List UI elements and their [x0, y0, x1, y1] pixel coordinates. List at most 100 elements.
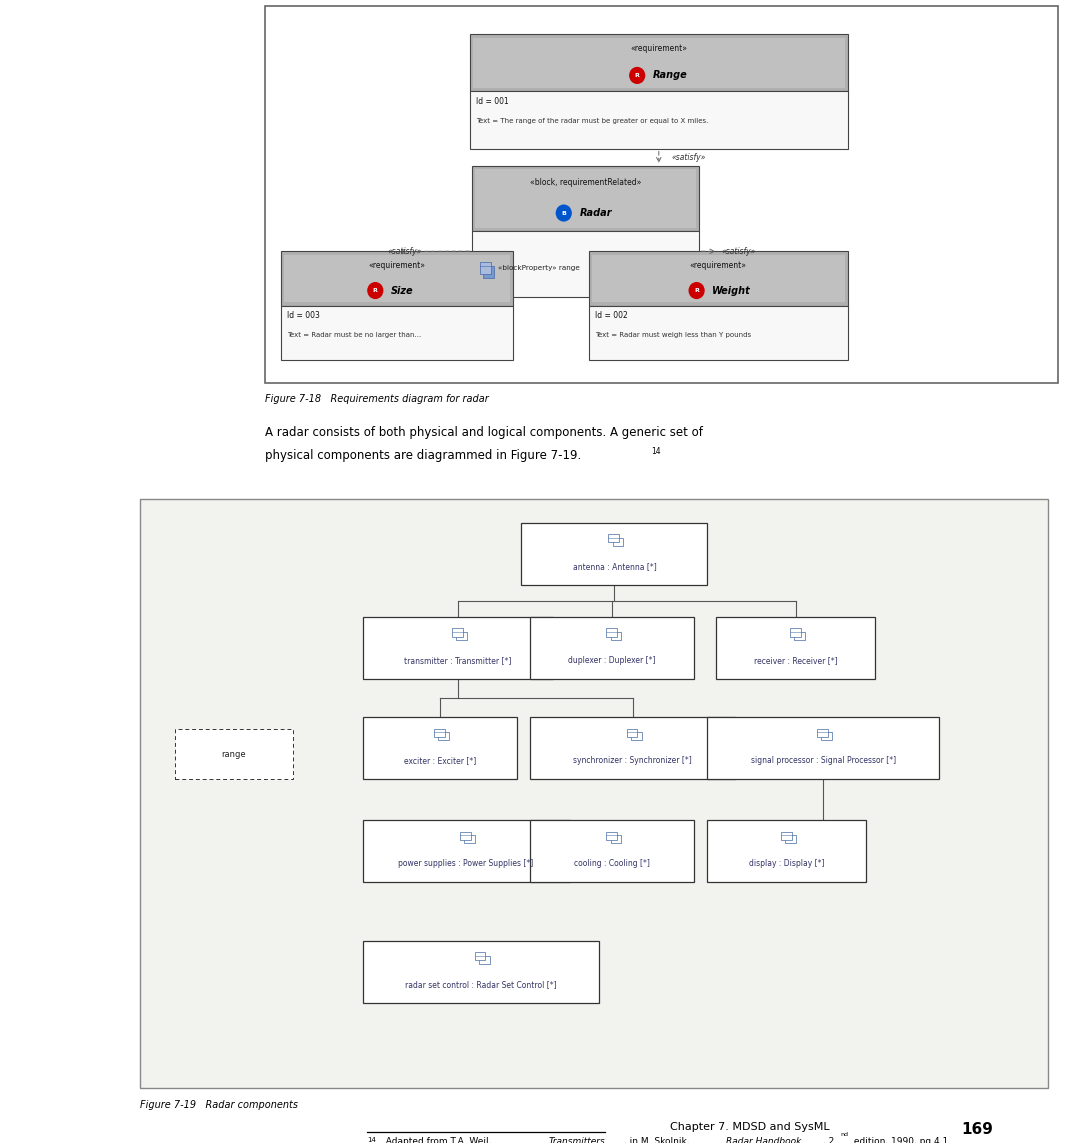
Bar	[794, 632, 805, 640]
Text: transmitter : Transmitter [*]: transmitter : Transmitter [*]	[404, 656, 512, 665]
Text: R: R	[373, 288, 378, 293]
Text: 14: 14	[367, 1137, 376, 1143]
Text: «requirement»: «requirement»	[690, 261, 746, 270]
Text: B: B	[562, 210, 566, 216]
Bar	[589, 251, 848, 305]
Bar	[707, 821, 866, 882]
Bar	[451, 629, 462, 637]
Text: , 2: , 2	[823, 1137, 834, 1143]
Bar	[592, 255, 845, 302]
Text: R: R	[635, 73, 639, 78]
Bar	[473, 38, 845, 88]
Text: antenna : Antenna [*]: antenna : Antenna [*]	[572, 562, 657, 570]
Bar	[480, 956, 489, 964]
Text: «satisfy»: «satisfy»	[721, 247, 756, 256]
Bar	[610, 632, 621, 640]
Text: exciter : Exciter [*]: exciter : Exciter [*]	[404, 756, 476, 765]
Text: display : Display [*]: display : Display [*]	[750, 860, 824, 868]
Bar	[785, 836, 796, 844]
Text: Id = 003: Id = 003	[287, 311, 320, 320]
Text: Weight: Weight	[713, 286, 751, 296]
Text: R: R	[694, 288, 699, 293]
Text: range: range	[221, 750, 246, 759]
Circle shape	[555, 205, 572, 222]
Bar	[789, 629, 800, 637]
Text: radar set control : Radar Set Control [*]: radar set control : Radar Set Control [*…	[405, 980, 556, 989]
Text: 14: 14	[651, 447, 661, 456]
Circle shape	[629, 66, 646, 83]
Text: physical components are diagrammed in Figure 7-19.: physical components are diagrammed in Fi…	[265, 449, 581, 462]
Text: synchronizer : Synchronizer [*]: synchronizer : Synchronizer [*]	[573, 756, 692, 765]
Bar	[606, 629, 617, 637]
Bar	[438, 732, 449, 741]
Text: Adapted from T.A. Weil,: Adapted from T.A. Weil,	[380, 1137, 495, 1143]
Text: Text = Radar must weigh less than Y pounds: Text = Radar must weigh less than Y poun…	[595, 331, 752, 338]
Text: «satisfy»: «satisfy»	[387, 247, 421, 256]
Text: signal processor : Signal Processor [*]: signal processor : Signal Processor [*]	[751, 756, 895, 765]
Text: «requirement»: «requirement»	[631, 45, 687, 53]
Text: A radar consists of both physical and logical components. A generic set of: A radar consists of both physical and lo…	[265, 426, 702, 439]
Bar	[472, 166, 699, 231]
Bar	[631, 732, 642, 741]
Bar	[475, 952, 485, 960]
Bar	[606, 832, 617, 840]
Bar	[818, 728, 828, 737]
Bar	[707, 718, 939, 780]
Text: Figure 7-18   Requirements diagram for radar: Figure 7-18 Requirements diagram for rad…	[265, 394, 488, 405]
Bar	[470, 91, 848, 149]
Text: Transmitters: Transmitters	[549, 1137, 606, 1143]
Bar	[530, 718, 734, 780]
Text: receiver : Receiver [*]: receiver : Receiver [*]	[754, 656, 838, 665]
Bar	[610, 836, 621, 844]
Bar	[175, 729, 293, 780]
Text: Id = 002: Id = 002	[595, 311, 627, 320]
Bar	[470, 34, 848, 91]
Bar	[475, 169, 696, 229]
Bar	[265, 6, 1058, 383]
Bar	[716, 617, 875, 679]
Text: Range: Range	[652, 71, 688, 80]
Text: 169: 169	[961, 1122, 994, 1137]
Bar	[530, 617, 693, 679]
Bar	[363, 718, 517, 780]
Circle shape	[367, 282, 383, 299]
Text: «satisfy»: «satisfy»	[672, 153, 706, 161]
Bar	[822, 732, 833, 741]
Text: «blockProperty» range: «blockProperty» range	[498, 265, 580, 271]
Text: Text = Radar must be no larger than...: Text = Radar must be no larger than...	[287, 331, 421, 338]
Bar	[483, 266, 494, 278]
Bar	[612, 537, 623, 546]
Text: «requirement»: «requirement»	[368, 261, 426, 270]
Text: edition, 1990, pg 4.1: edition, 1990, pg 4.1	[851, 1137, 948, 1143]
Text: «block, requirementRelated»: «block, requirementRelated»	[529, 177, 642, 186]
Bar	[464, 836, 475, 844]
Text: Id = 001: Id = 001	[476, 97, 509, 106]
Bar	[460, 832, 471, 840]
Bar	[363, 617, 553, 679]
Bar	[530, 821, 693, 882]
Bar	[140, 499, 1048, 1088]
Text: duplexer : Duplexer [*]: duplexer : Duplexer [*]	[568, 656, 656, 665]
Text: power supplies : Power Supplies [*]: power supplies : Power Supplies [*]	[399, 860, 534, 868]
Bar	[281, 251, 513, 305]
Bar	[589, 305, 848, 360]
Bar	[284, 255, 510, 302]
Bar	[626, 728, 637, 737]
Bar	[522, 523, 707, 585]
Text: Figure 7-19   Radar components: Figure 7-19 Radar components	[140, 1100, 298, 1110]
Bar	[781, 832, 792, 840]
Text: Radar Handbook: Radar Handbook	[726, 1137, 801, 1143]
Bar	[434, 728, 445, 737]
Text: Text = The range of the radar must be greater or equal to X miles.: Text = The range of the radar must be gr…	[476, 118, 708, 123]
Bar	[457, 632, 467, 640]
Bar	[363, 821, 569, 882]
Bar	[472, 231, 699, 297]
Text: cooling : Cooling [*]: cooling : Cooling [*]	[575, 860, 650, 868]
Bar	[608, 534, 619, 543]
Bar	[480, 263, 490, 274]
Text: nd: nd	[840, 1132, 848, 1136]
Circle shape	[689, 282, 705, 299]
Text: Size: Size	[391, 286, 414, 296]
Bar	[281, 305, 513, 360]
Text: Chapter 7. MDSD and SysML: Chapter 7. MDSD and SysML	[670, 1122, 829, 1133]
